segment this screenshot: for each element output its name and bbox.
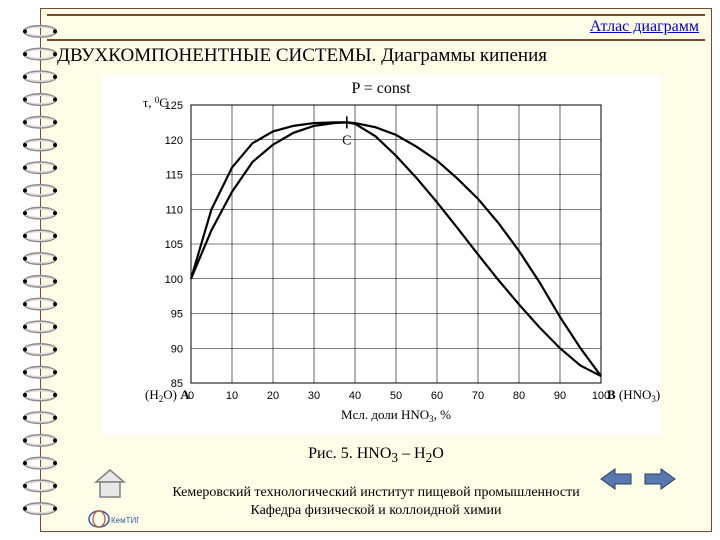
svg-text:30: 30 <box>308 390 320 402</box>
boiling-diagram-chart: P = const8590951001051101151201250102030… <box>101 75 661 435</box>
svg-text:90: 90 <box>554 390 566 402</box>
svg-text:20: 20 <box>267 390 279 402</box>
svg-text:95: 95 <box>171 309 183 321</box>
prev-button[interactable] <box>599 467 633 491</box>
figure-caption: Рис. 5. HNO3 – H2O <box>41 445 711 466</box>
svg-text:B (HNO3): B (HNO3) <box>607 387 660 404</box>
arrow-right-icon <box>643 467 677 491</box>
chart-svg: P = const8590951001051101151201250102030… <box>101 75 661 435</box>
svg-text:70: 70 <box>472 390 484 402</box>
svg-text:P = const: P = const <box>351 80 411 97</box>
section-title: ДВУХКОМПОНЕНТНЫЕ СИСТЕМЫ. Диаграммы кипе… <box>57 45 547 67</box>
svg-text:105: 105 <box>165 239 183 251</box>
svg-text:40: 40 <box>349 390 361 402</box>
home-icon <box>93 467 127 501</box>
svg-text:120: 120 <box>165 135 183 147</box>
spiral-binding <box>20 20 60 520</box>
svg-text:110: 110 <box>165 204 183 216</box>
svg-text:90: 90 <box>171 343 183 355</box>
svg-text:(H2O) A: (H2O) A <box>145 387 190 404</box>
next-button[interactable] <box>643 467 677 491</box>
arrow-left-icon <box>599 467 633 491</box>
slide-page: Атлас диаграмм ДВУХКОМПОНЕНТНЫЕ СИСТЕМЫ.… <box>40 8 712 532</box>
svg-text:50: 50 <box>390 390 402 402</box>
svg-text:КемТИПП: КемТИПП <box>111 516 139 525</box>
home-button[interactable] <box>93 467 127 501</box>
header-rule-2 <box>47 39 705 41</box>
svg-text:100: 100 <box>165 274 183 286</box>
svg-text:80: 80 <box>513 390 525 402</box>
svg-text:10: 10 <box>226 390 238 402</box>
svg-text:τ, 0C: τ, 0C <box>143 95 168 110</box>
svg-text:C: C <box>342 133 351 148</box>
institute-logo: КемТИПП <box>87 509 139 529</box>
footer-line-2: Кафедра физической и коллоидной химии <box>41 502 711 520</box>
atlas-link[interactable]: Атлас диаграмм <box>590 18 699 36</box>
header-rule-1 <box>47 14 705 16</box>
svg-text:60: 60 <box>431 390 443 402</box>
svg-text:115: 115 <box>165 170 183 182</box>
svg-text:Мсл. доли HNO3, %: Мсл. доли HNO3, % <box>341 407 451 424</box>
